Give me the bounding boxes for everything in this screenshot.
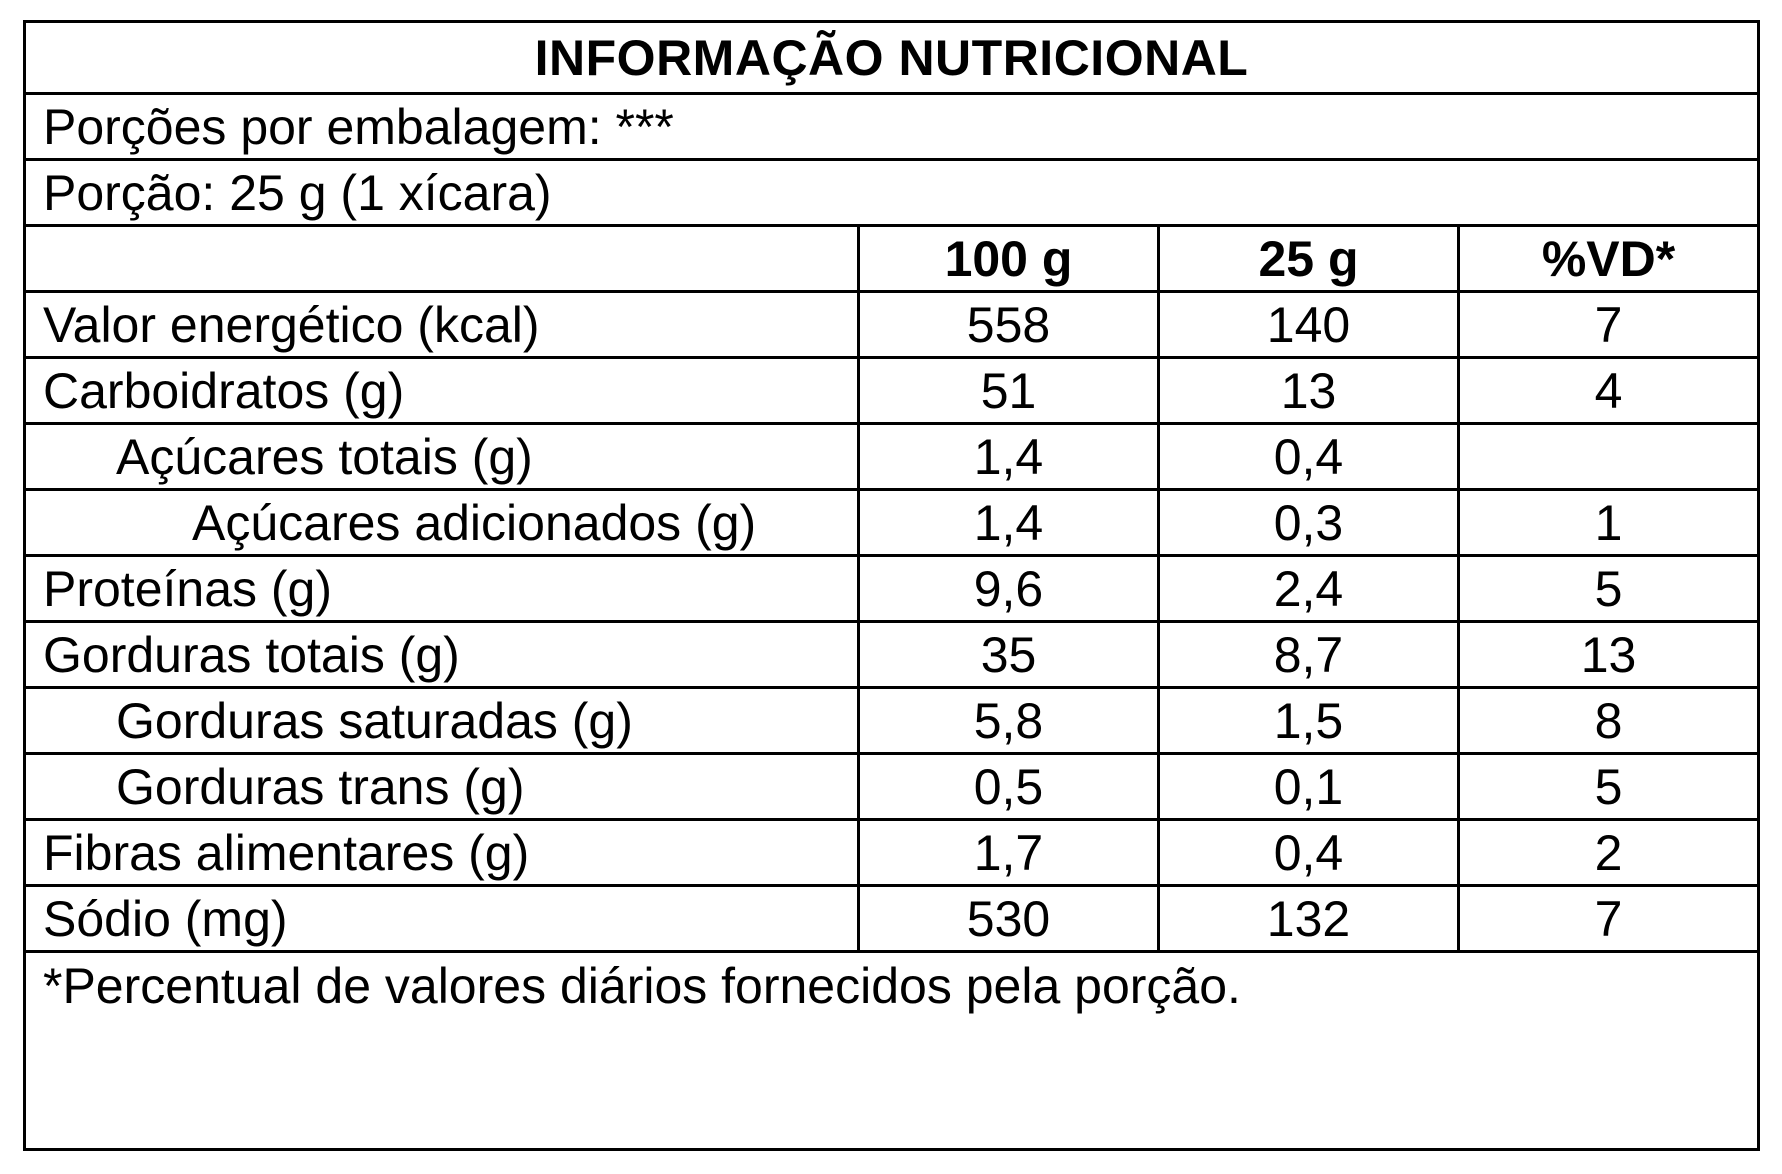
value-100g: 35 (860, 623, 1160, 686)
table-row: Açúcares adicionados (g) 1,4 0,3 1 (26, 491, 1757, 557)
header-nutrient (26, 227, 860, 290)
value-vd: 5 (1594, 560, 1623, 617)
table-row: Fibras alimentares (g) 1,7 0,4 2 (26, 821, 1757, 887)
footnote-row: *Percentual de valores diários fornecido… (26, 953, 1757, 1019)
nutrition-facts-table: INFORMAÇÃO NUTRICIONAL Porções por embal… (23, 20, 1760, 1151)
table-row: Sódio (mg) 530 132 7 (26, 887, 1757, 953)
value-vd: 8 (1594, 692, 1623, 749)
value-serving: 8,7 (1160, 623, 1460, 686)
table-row: Gorduras saturadas (g) 5,8 1,5 8 (26, 689, 1757, 755)
nutrient-name: Açúcares adicionados (g) (26, 491, 860, 554)
value-serving: 13 (1160, 359, 1460, 422)
value-100g: 1,4 (860, 491, 1160, 554)
nutrient-name: Gorduras totais (g) (26, 623, 860, 686)
value-100g: 51 (860, 359, 1160, 422)
nutrient-name: Gorduras saturadas (g) (26, 689, 860, 752)
table-row: Carboidratos (g) 51 13 4 (26, 359, 1757, 425)
header-100g: 100 g (860, 227, 1160, 290)
nutrient-name: Valor energético (kcal) (26, 293, 860, 356)
value-100g: 5,8 (860, 689, 1160, 752)
value-serving: 0,4 (1160, 425, 1460, 488)
value-100g: 1,7 (860, 821, 1160, 884)
column-header-row: 100 g 25 g %VD* (26, 227, 1757, 293)
table-row: Açúcares totais (g) 1,4 0,4 (26, 425, 1757, 491)
value-100g: 530 (860, 887, 1160, 950)
value-100g: 558 (860, 293, 1160, 356)
serving-size-row: Porção: 25 g (1 xícara) (26, 161, 1757, 227)
value-vd: 7 (1594, 296, 1623, 353)
nutrient-name: Fibras alimentares (g) (26, 821, 860, 884)
value-100g: 0,5 (860, 755, 1160, 818)
value-vd: 1 (1594, 494, 1623, 551)
table-title: INFORMAÇÃO NUTRICIONAL (534, 29, 1249, 86)
header-serving: 25 g (1160, 227, 1460, 290)
value-100g: 9,6 (860, 557, 1160, 620)
value-vd: 13 (1580, 626, 1637, 683)
nutrient-name: Proteínas (g) (26, 557, 860, 620)
value-serving: 140 (1160, 293, 1460, 356)
value-vd: 2 (1594, 824, 1623, 881)
nutrient-name: Açúcares totais (g) (26, 425, 860, 488)
table-row: Gorduras totais (g) 35 8,7 13 (26, 623, 1757, 689)
value-serving: 0,4 (1160, 821, 1460, 884)
value-vd (1460, 425, 1757, 488)
nutrient-name: Sódio (mg) (26, 887, 860, 950)
value-serving: 0,1 (1160, 755, 1460, 818)
nutrient-name: Gorduras trans (g) (26, 755, 860, 818)
value-serving: 132 (1160, 887, 1460, 950)
table-row: Proteínas (g) 9,6 2,4 5 (26, 557, 1757, 623)
serving-size: Porção: 25 g (1 xícara) (43, 164, 552, 221)
table-row: Gorduras trans (g) 0,5 0,1 5 (26, 755, 1757, 821)
servings-per-package: Porções por embalagem: *** (43, 98, 674, 155)
table-row: Valor energético (kcal) 558 140 7 (26, 293, 1757, 359)
value-vd: 4 (1594, 362, 1623, 419)
value-serving: 2,4 (1160, 557, 1460, 620)
value-serving: 0,3 (1160, 491, 1460, 554)
footnote: *Percentual de valores diários fornecido… (43, 958, 1241, 1014)
value-vd: 5 (1594, 758, 1623, 815)
value-vd: 7 (1594, 890, 1623, 947)
header-vd: %VD* (1541, 230, 1676, 287)
servings-row: Porções por embalagem: *** (26, 95, 1757, 161)
nutrient-name: Carboidratos (g) (26, 359, 860, 422)
title-row: INFORMAÇÃO NUTRICIONAL (26, 23, 1757, 95)
value-serving: 1,5 (1160, 689, 1460, 752)
value-100g: 1,4 (860, 425, 1160, 488)
